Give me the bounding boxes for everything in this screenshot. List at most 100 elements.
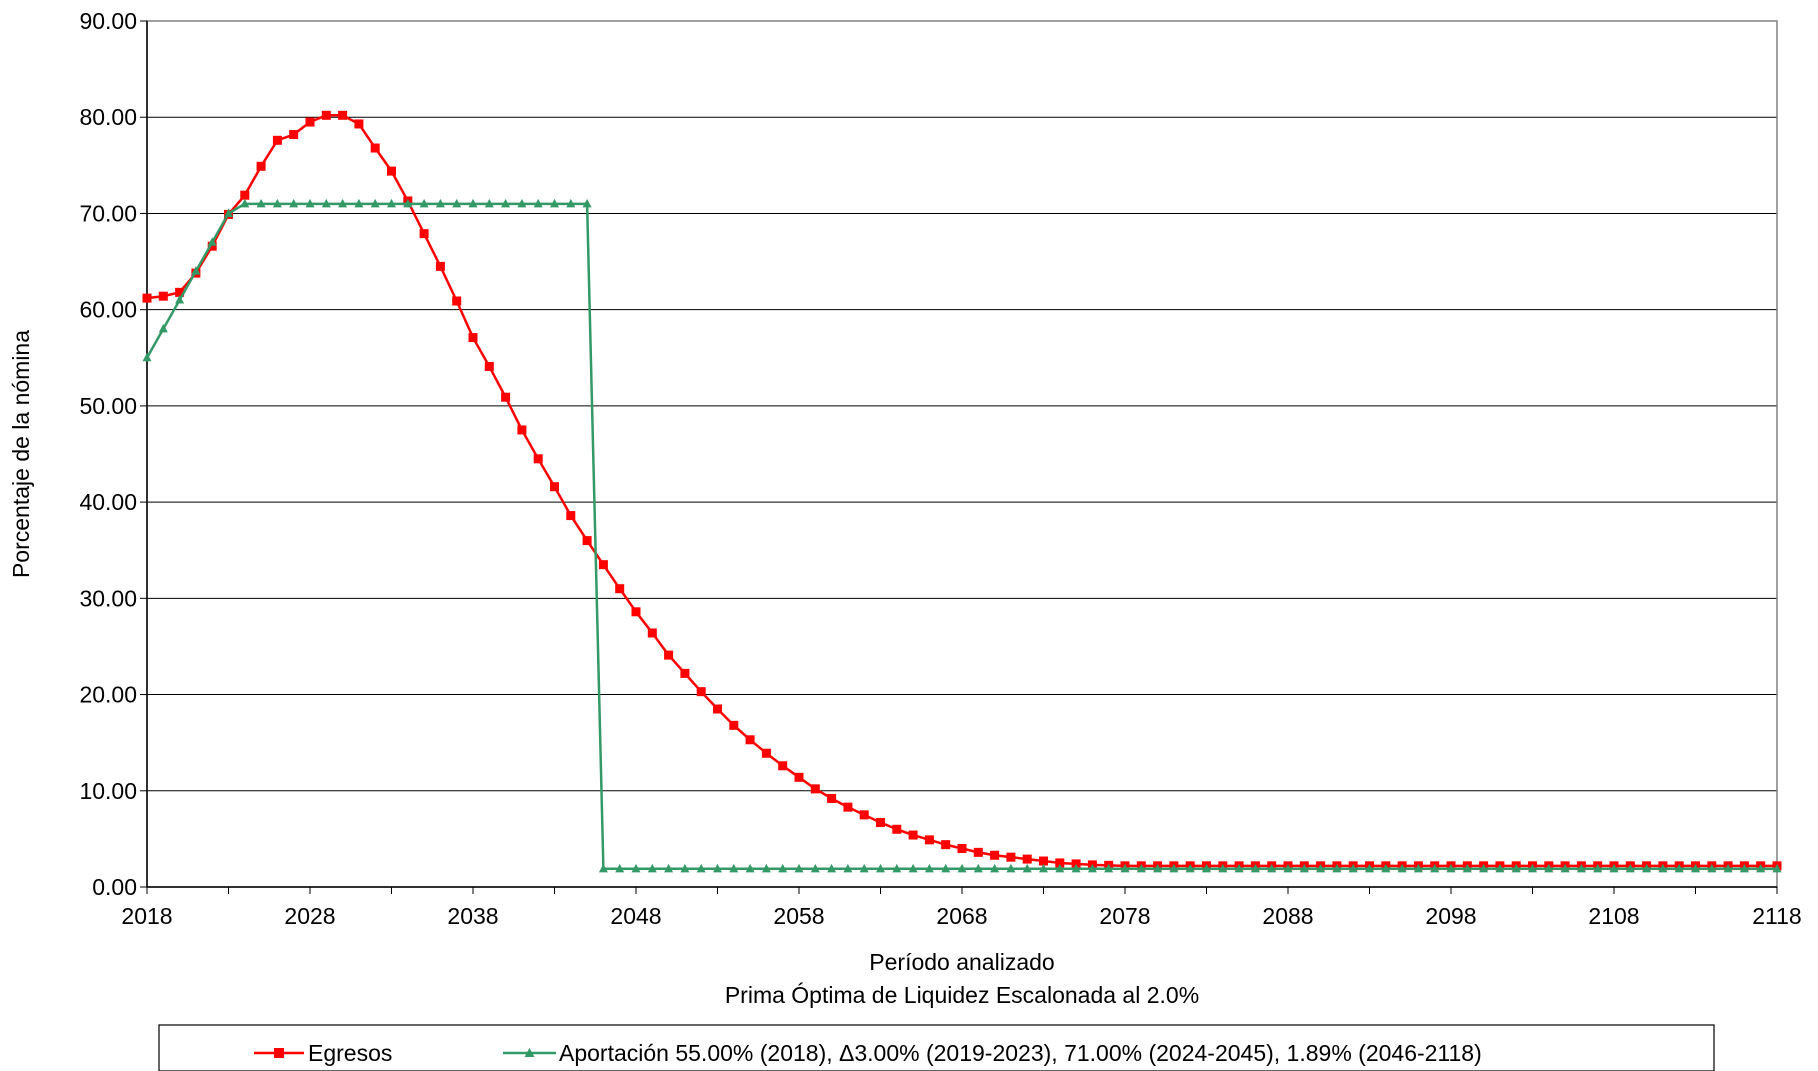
data-point-square (582, 536, 592, 546)
data-point-triangle (1185, 863, 1195, 873)
data-point-triangle (1413, 863, 1423, 873)
data-point-triangle (794, 863, 804, 873)
data-point-triangle (1511, 863, 1521, 873)
data-point-triangle (990, 863, 1000, 873)
x-tick-label: 2118 (1752, 903, 1801, 929)
data-point-triangle (1430, 863, 1440, 873)
data-point-triangle (1365, 863, 1374, 873)
data-point-triangle (631, 863, 641, 873)
data-point-square (1039, 856, 1048, 866)
data-point-triangle (1576, 863, 1586, 873)
data-point-square (484, 361, 494, 371)
data-point-triangle (1674, 863, 1684, 873)
y-tick-label: 80.00 (79, 104, 137, 130)
data-point-triangle (1544, 863, 1554, 873)
data-point-triangle (224, 208, 233, 217)
axes (140, 20, 1778, 894)
data-point-triangle (370, 198, 380, 208)
data-point-triangle (1658, 863, 1668, 873)
data-point-square (387, 166, 396, 176)
data-point-triangle (810, 863, 820, 873)
y-tick-label: 10.00 (79, 778, 137, 804)
data-point-triangle (207, 237, 217, 246)
data-point-square (598, 560, 608, 570)
data-point-triangle (908, 863, 918, 873)
data-point-triangle (761, 863, 771, 873)
data-point-triangle (1462, 863, 1472, 873)
series-line (145, 202, 1777, 871)
data-point-triangle (924, 863, 934, 873)
data-point-square (533, 454, 543, 464)
data-point-triangle (1625, 863, 1635, 873)
data-point-triangle (468, 198, 478, 208)
data-point-triangle (778, 863, 788, 873)
data-point-square (550, 482, 559, 492)
data-point-triangle (321, 198, 331, 208)
x-tick-label: 2038 (447, 903, 498, 929)
x-tick-label: 2028 (284, 903, 335, 929)
data-point-square (175, 287, 185, 297)
x-tick-label: 2018 (121, 903, 172, 929)
data-point-triangle (1772, 863, 1782, 873)
data-point-square (272, 135, 282, 145)
data-point-square (1055, 858, 1065, 868)
data-point-triangle (1560, 863, 1570, 873)
data-point-triangle (1136, 863, 1146, 873)
data-point-triangle (158, 323, 168, 333)
data-point-triangle (827, 863, 837, 873)
data-point-square (517, 425, 527, 435)
data-point-triangle (1006, 863, 1016, 873)
y-axis-title: Porcentaje de la nómina (8, 330, 34, 578)
series-group (142, 110, 1782, 873)
data-point-triangle (647, 863, 657, 873)
data-point-triangle (1609, 863, 1619, 873)
data-point-triangle (1250, 863, 1260, 873)
legend: Egresos Aportación 55.00% (2018), Δ3.00%… (158, 1024, 1715, 1071)
data-point-triangle (305, 198, 315, 208)
data-point-square (207, 241, 217, 251)
data-point-triangle (941, 863, 951, 873)
data-point-triangle (1642, 863, 1652, 873)
y-tick-label: 50.00 (79, 393, 137, 419)
y-tick-label: 60.00 (79, 297, 137, 323)
data-point-square (924, 835, 934, 845)
data-point-triangle (859, 863, 869, 873)
data-point-triangle (1528, 863, 1537, 873)
data-point-triangle (598, 863, 608, 873)
data-point-triangle (680, 863, 690, 873)
data-point-triangle (1234, 863, 1244, 873)
data-point-square (289, 130, 299, 140)
data-point-square (892, 824, 902, 834)
data-point-square (990, 850, 1000, 860)
data-point-square (957, 844, 967, 854)
data-point-triangle (1104, 863, 1114, 873)
data-point-square (745, 735, 755, 745)
data-point-square (843, 802, 853, 812)
data-point-triangle (1218, 863, 1228, 873)
data-point-square (158, 291, 168, 301)
data-point-triangle (1381, 863, 1391, 873)
data-point-square (941, 840, 951, 850)
data-point-triangle (1087, 863, 1097, 873)
data-point-triangle (1283, 863, 1293, 873)
data-point-triangle (240, 198, 250, 208)
data-point-square (664, 650, 674, 660)
data-point-triangle (289, 198, 299, 208)
data-point-triangle (403, 198, 413, 208)
data-point-triangle (1723, 863, 1733, 873)
data-point-triangle (876, 863, 885, 873)
data-point-triangle (484, 198, 494, 208)
data-point-square (435, 261, 445, 271)
data-point-triangle (729, 863, 739, 873)
data-point-triangle (533, 198, 543, 208)
y-tick-label: 20.00 (79, 682, 137, 708)
data-point-triangle (973, 863, 983, 873)
data-point-square (305, 117, 315, 127)
chart-subtitle: Prima Óptima de Liquidez Escalonada al 2… (725, 982, 1199, 1008)
gridlines (147, 116, 1777, 792)
data-point-triangle (501, 198, 511, 208)
data-point-square (419, 229, 429, 239)
x-tick-label: 2068 (936, 903, 987, 929)
data-point-triangle (1495, 863, 1505, 873)
